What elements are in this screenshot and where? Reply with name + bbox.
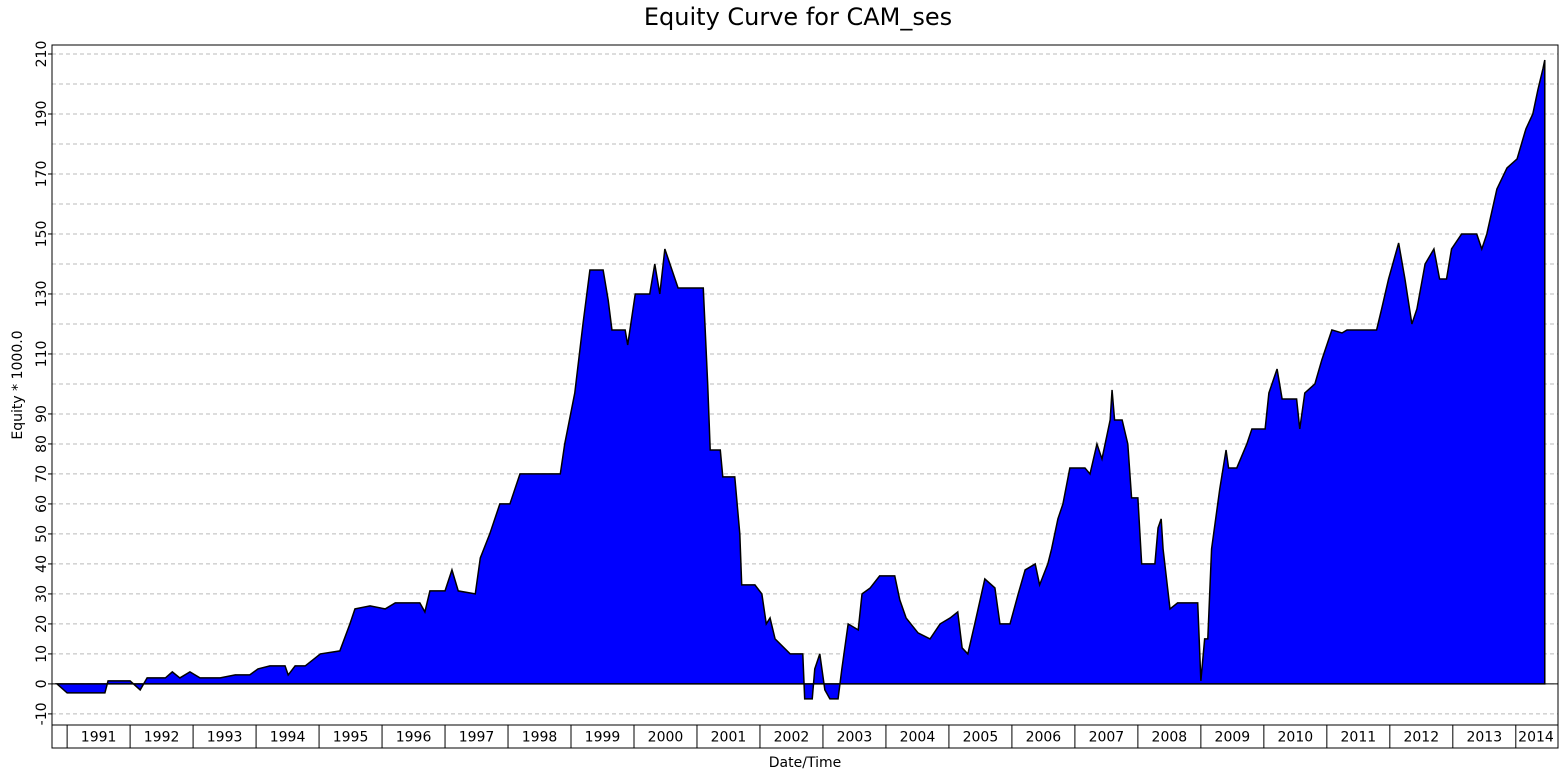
y-tick-label: 190 <box>34 101 50 128</box>
x-tick-label: 1999 <box>585 730 621 746</box>
x-tick-label: 2003 <box>837 730 873 746</box>
equity-area <box>55 59 1546 700</box>
y-tick-label: 210 <box>34 41 50 68</box>
y-tick-label: 70 <box>34 465 50 483</box>
x-tick-label: 1995 <box>333 730 369 746</box>
x-axis-label: Date/Time <box>769 755 841 771</box>
x-tick-label: 2006 <box>1026 730 1062 746</box>
y-tick-label: 80 <box>34 435 50 453</box>
x-tick-label: 2008 <box>1152 730 1188 746</box>
x-tick-label: 2013 <box>1466 730 1502 746</box>
x-tick-label: 2012 <box>1403 730 1439 746</box>
y-tick-label: 60 <box>34 495 50 513</box>
y-tick-label: 150 <box>34 221 50 248</box>
y-tick-label: 40 <box>34 555 50 573</box>
y-tick-label: 90 <box>34 405 50 423</box>
x-axis-band <box>51 724 1559 749</box>
y-tick-label: 0 <box>34 679 50 688</box>
y-axis-label: Equity * 1000.0 <box>10 330 26 439</box>
data-layer <box>52 59 1558 700</box>
y-tick-label: 130 <box>34 281 50 308</box>
x-tick-label: 2007 <box>1089 730 1125 746</box>
y-tick-label: 110 <box>34 341 50 368</box>
x-tick-label: 2010 <box>1278 730 1314 746</box>
x-tick-label: 1994 <box>270 730 306 746</box>
x-tick-label: 2009 <box>1215 730 1251 746</box>
y-tick-label: 10 <box>34 645 50 663</box>
x-tick-label: 1998 <box>522 730 558 746</box>
x-tick-label: 1997 <box>459 730 495 746</box>
y-tick-label: 50 <box>34 525 50 543</box>
y-tick-label: 20 <box>34 615 50 633</box>
x-tick-label: 2004 <box>900 730 936 746</box>
x-tick-label: 1991 <box>81 730 117 746</box>
x-tick-label: 2001 <box>711 730 747 746</box>
x-tick-label: 1993 <box>207 730 243 746</box>
x-tick-label: 1992 <box>144 730 180 746</box>
x-tick-label: 1996 <box>396 730 432 746</box>
axis-layer: -10 0 10 20 30 40 50 60 70 80 90 110 130 150 170 190 210… <box>34 41 1559 749</box>
y-tick-label: 30 <box>34 585 50 603</box>
x-tick-label: 2014 <box>1518 730 1554 746</box>
x-tick-label: 2005 <box>963 730 999 746</box>
y-tick-label: 170 <box>34 161 50 188</box>
y-tick-label: -10 <box>34 702 50 725</box>
chart-title: Equity Curve for CAM_ses <box>644 3 952 31</box>
x-tick-label: 2000 <box>648 730 684 746</box>
x-tick-label: 2011 <box>1341 730 1377 746</box>
x-tick-label: 2002 <box>774 730 810 746</box>
